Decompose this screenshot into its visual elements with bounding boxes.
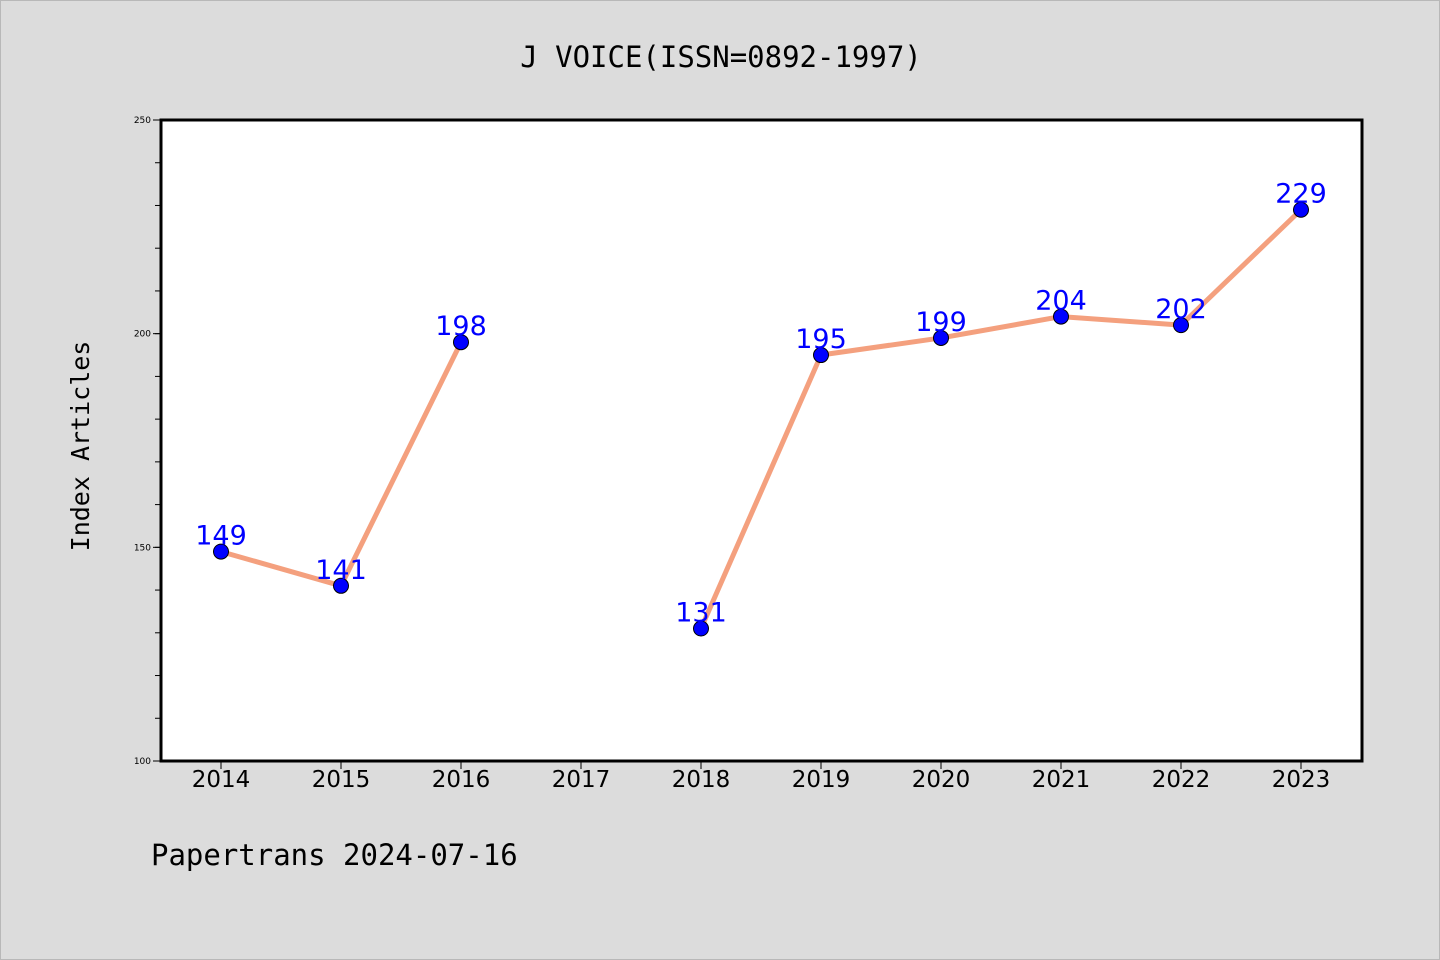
data-label: 131 (675, 598, 727, 629)
y-tick-label: 200 (134, 330, 151, 340)
chart-title: J VOICE(ISSN=0892-1997) (520, 40, 922, 74)
data-label: 204 (1035, 286, 1087, 317)
x-tick-label: 2017 (552, 767, 611, 793)
data-label: 202 (1155, 294, 1207, 325)
x-tick-label: 2021 (1032, 767, 1091, 793)
x-tick-label: 2014 (192, 767, 251, 793)
data-point (813, 347, 829, 364)
data-point (1173, 317, 1189, 334)
y-axis-ticks: 100 150 200 250 (134, 116, 161, 767)
data-label: 199 (915, 307, 967, 338)
data-label: 229 (1275, 179, 1327, 210)
x-tick-label: 2015 (312, 767, 371, 793)
data-point (333, 577, 349, 594)
x-axis-ticks: 2014 2015 2016 2017 2018 2019 2020 2021 2022 2023 (192, 761, 1331, 793)
y-tick-label: 150 (134, 543, 151, 553)
y-axis-label: Index Articles (66, 341, 95, 552)
x-tick-label: 2023 (1272, 767, 1331, 793)
y-tick-label: 100 (134, 757, 151, 767)
data-label: 141 (315, 555, 367, 586)
plot-area (159, 118, 1364, 763)
data-point (933, 329, 949, 346)
data-point (453, 334, 469, 351)
series-line (698, 207, 1304, 632)
y-tick-label: 250 (134, 116, 151, 126)
data-label: 195 (795, 324, 847, 355)
x-tick-label: 2022 (1152, 767, 1211, 793)
data-point (1293, 201, 1309, 218)
x-tick-label: 2020 (912, 767, 971, 793)
x-tick-label: 2016 (432, 767, 491, 793)
data-point (213, 543, 229, 560)
data-label-group: 149 141 198 131 195 199 204 202 229 (195, 179, 1327, 629)
x-tick-label: 2019 (792, 767, 851, 793)
data-label: 149 (195, 521, 247, 552)
data-point (1053, 308, 1069, 325)
data-point (693, 620, 709, 637)
footer-source: Papertrans 2024-07-16 (151, 838, 518, 872)
data-label: 198 (435, 311, 487, 342)
x-tick-label: 2018 (672, 767, 731, 793)
series-point-group (213, 201, 1309, 637)
